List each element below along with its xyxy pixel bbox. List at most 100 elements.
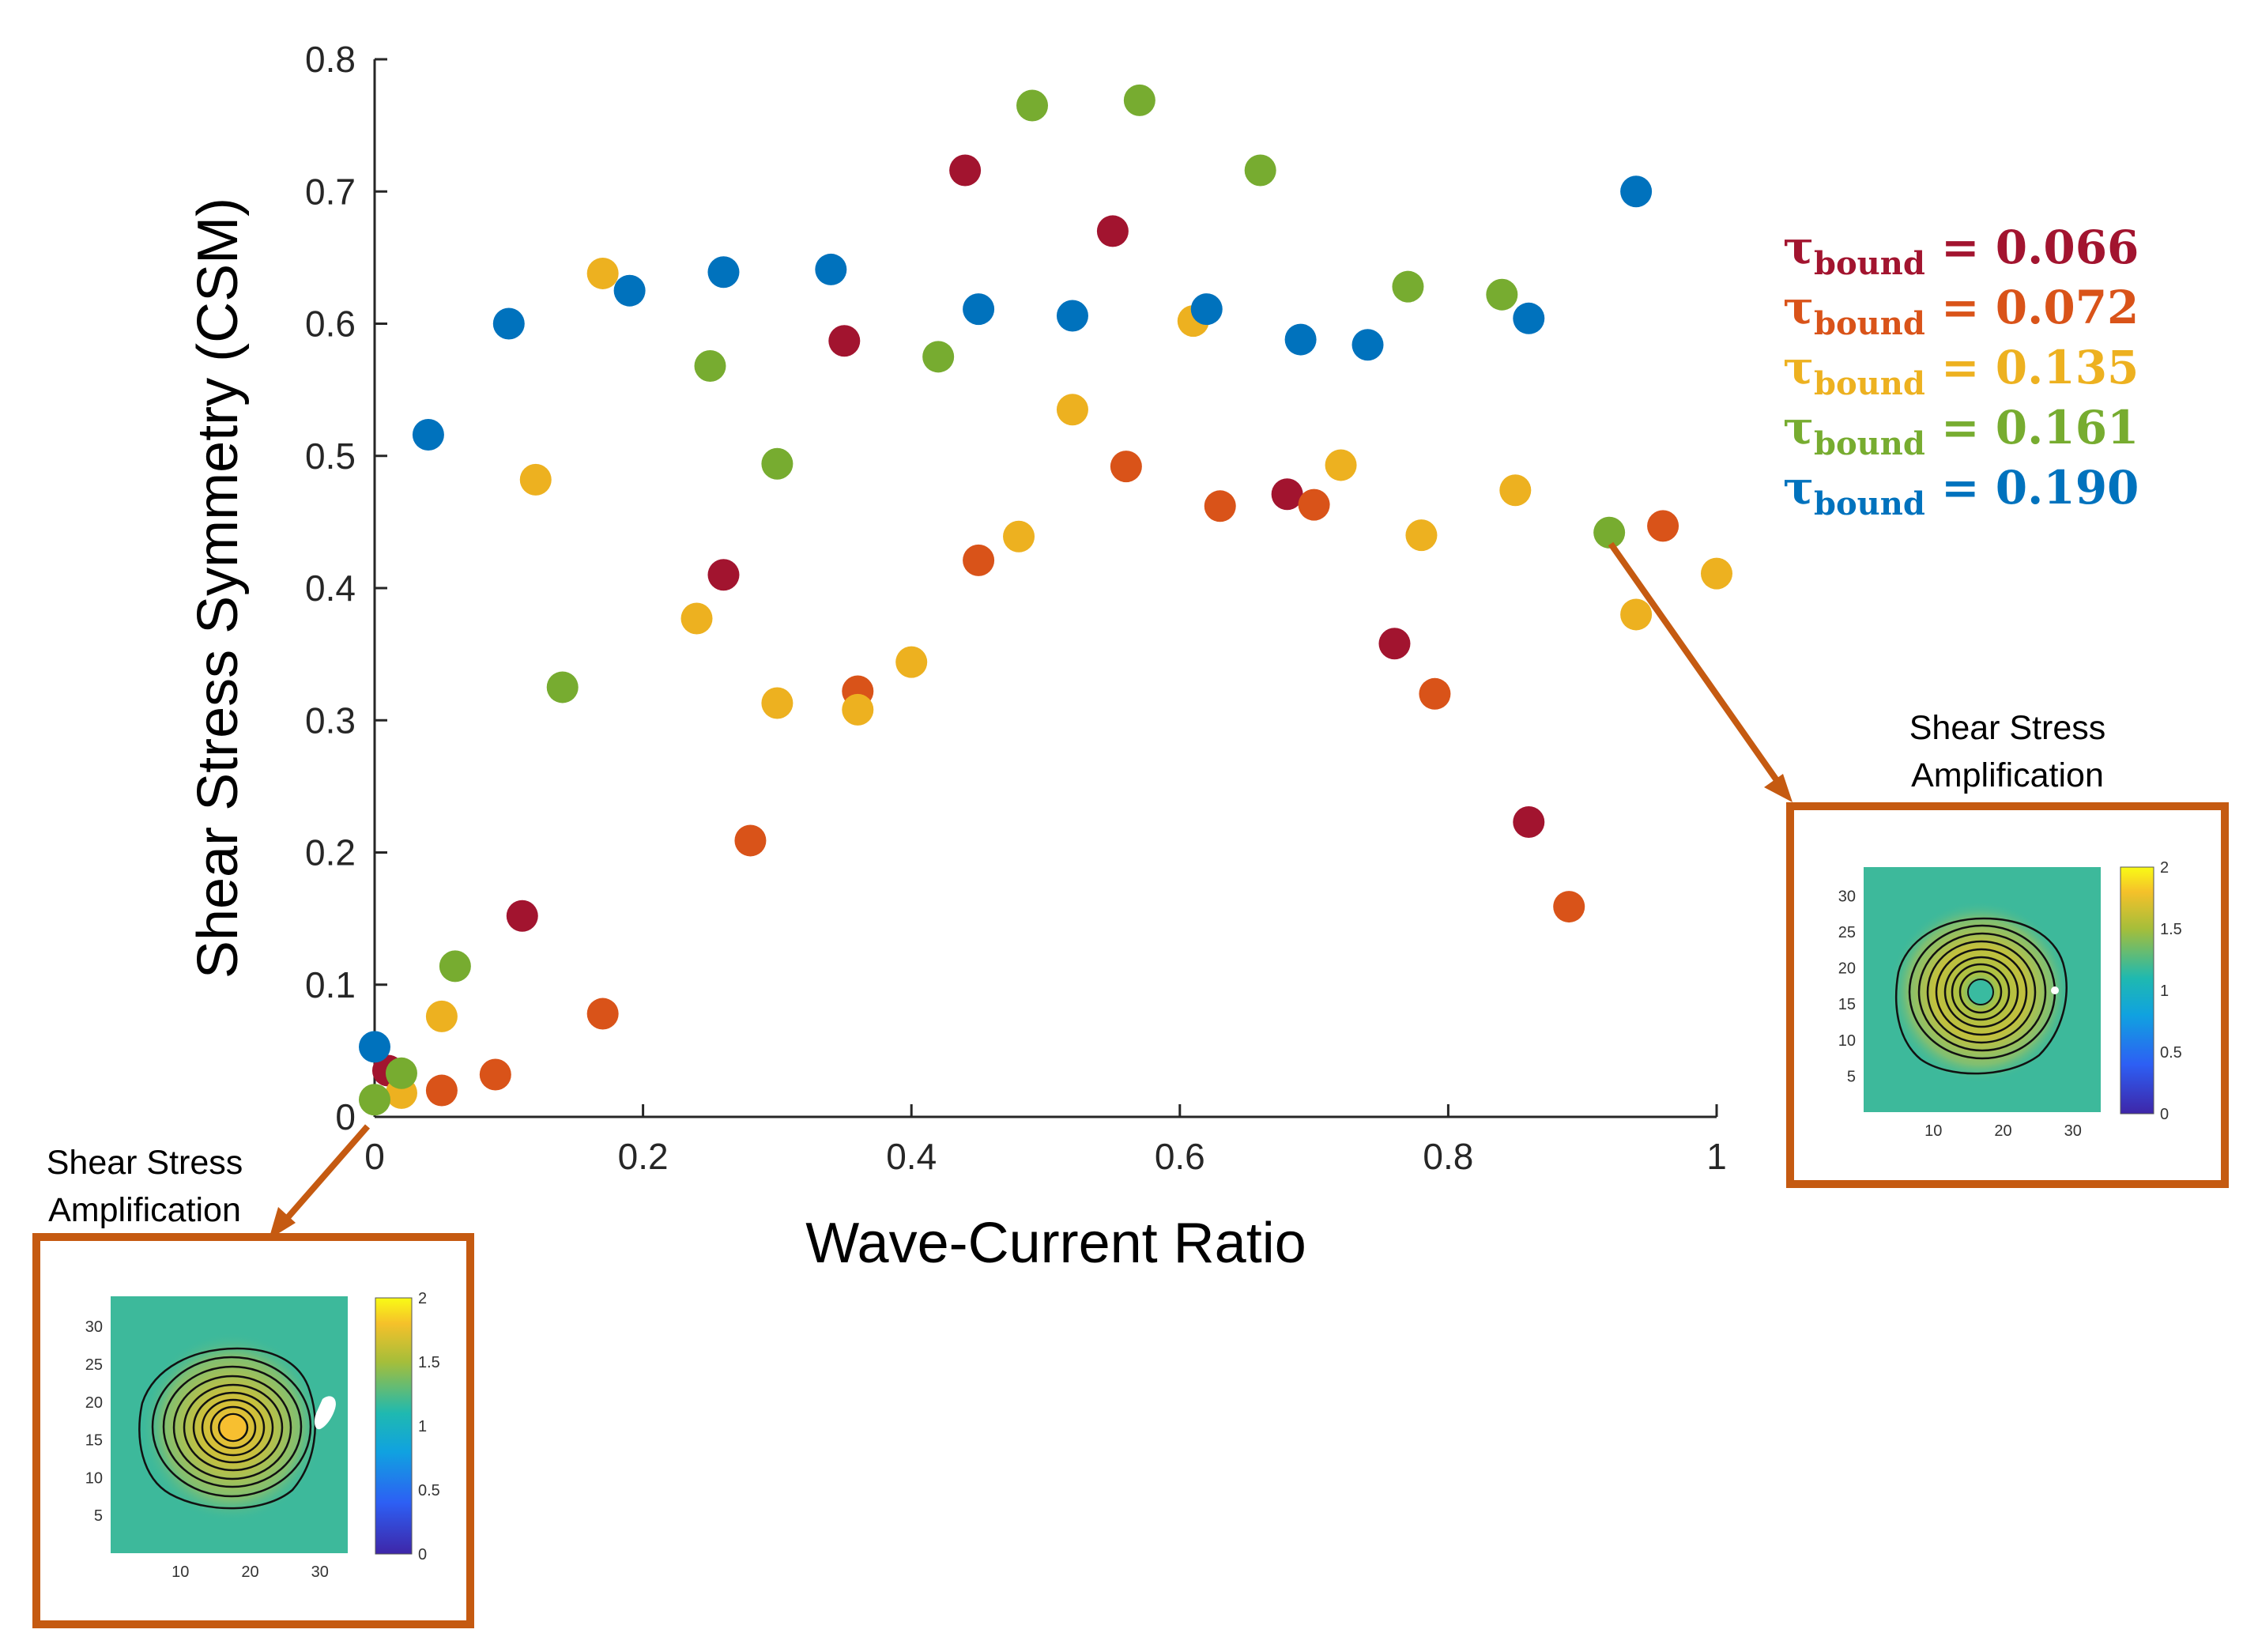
inset-colorbar-tick-label: 0 [2160,1106,2169,1123]
inset-right-label-line1: Shear Stress [1909,709,2106,747]
data-point-series-4 [1486,278,1518,311]
data-point-series-3 [1325,449,1357,481]
inset-left-y-ticks: 30 25 20 15 10 5 [85,1318,103,1525]
inset-left-x-ticks: 10 20 30 [172,1563,329,1581]
data-point-series-2 [1204,490,1236,522]
x-tick-label: 0.6 [1155,1136,1205,1177]
inset-left-white-blob [314,1396,336,1430]
data-point-series-5 [963,293,995,326]
data-point-series-5 [1056,300,1088,332]
inset-x-tick-label: 30 [2064,1122,2082,1140]
x-axis-label: Wave-Current Ratio [805,1212,1306,1275]
data-point-series-2 [1419,677,1451,710]
inset-y-tick-label: 10 [85,1469,103,1487]
data-point-series-2 [479,1058,511,1091]
inset-right-center [1967,979,1994,1005]
data-point-series-3 [842,693,874,726]
data-point-series-5 [492,307,525,340]
inset-right-label-line2: Amplification [1911,756,2104,794]
data-point-series-4 [1244,154,1276,187]
inset-x-tick-label: 10 [1924,1122,1942,1140]
data-point-series-2 [1298,488,1330,521]
x-tick-label: 0.2 [618,1136,669,1177]
data-point-series-3 [1405,519,1438,552]
data-point-series-2 [586,998,619,1030]
data-point-series-4 [1016,89,1049,122]
data-point-series-4 [439,950,471,983]
legend-entry-3: τbound = 0.135 [1783,341,2139,402]
data-point-series-5 [1351,329,1384,361]
data-point-series-4 [922,341,955,373]
data-point-series-4 [1593,516,1626,549]
data-point-series-2 [734,824,767,857]
data-point-series-1 [1096,215,1129,247]
data-point-series-4 [1123,84,1155,116]
inset-y-tick-label: 5 [1847,1068,1856,1085]
arrow-line-left [281,1124,371,1224]
inset-x-tick-label: 30 [311,1563,329,1581]
data-point-series-2 [1553,891,1585,923]
data-point-series-3 [1056,394,1088,426]
data-point-series-5 [359,1031,390,1063]
inset-colorbar-tick-label: 2 [2160,859,2169,877]
data-point-series-3 [1003,520,1035,553]
inset-colorbar-tick-label: 1 [418,1418,427,1435]
inset-colorbar-tick-label: 1.5 [2160,921,2182,938]
data-point-series-3 [1499,474,1532,507]
data-point-series-5 [707,256,740,289]
x-tick-label: 0 [364,1136,385,1177]
y-tick-label: 0.3 [305,700,356,741]
inset-y-tick-label: 15 [1838,996,1856,1013]
y-ticks: 0 0.1 0.2 0.3 0.4 0.5 0.6 0.7 0.8 [305,39,387,1137]
data-point-series-4 [546,671,579,703]
data-point-series-5 [613,274,646,307]
inset-y-tick-label: 20 [1838,960,1856,978]
legend-entry-4: τbound = 0.161 [1783,401,2139,462]
data-point-series-1 [828,325,861,357]
inset-right-white-dot [2051,986,2059,994]
inset-right-colorbar [2120,866,2154,1115]
data-point-series-3 [425,1000,458,1032]
data-point-series-5 [815,253,847,285]
inset-colorbar-tick-label: 1.5 [418,1354,440,1371]
data-point-series-4 [385,1057,417,1089]
y-tick-label: 0.5 [305,436,356,477]
inset-left-center [221,1415,246,1440]
y-tick-label: 0.7 [305,171,356,212]
data-point-series-1 [506,900,538,932]
data-point-series-4 [359,1084,390,1116]
legend-entry-1: τbound = 0.066 [1783,221,2139,282]
x-ticks: 0 0.2 0.4 0.6 0.8 1 [364,1104,1727,1177]
inset-left-label-line2: Amplification [48,1191,241,1229]
data-point-series-1 [707,559,740,591]
inset-right-x-ticks: 10 20 30 [1924,1122,2082,1140]
data-point-series-2 [425,1074,458,1107]
inset-x-tick-label: 10 [172,1563,189,1581]
x-tick-label: 0.4 [886,1136,937,1177]
main-axes [373,59,1717,1118]
inset-left-colorbar [375,1297,413,1555]
data-point-series-2 [1647,510,1679,542]
y-tick-label: 0 [335,1096,356,1137]
data-point-series-3 [680,602,713,635]
data-point-series-4 [694,350,726,383]
data-point-series-4 [1392,270,1424,303]
data-points [359,84,1732,1116]
inset-y-tick-label: 30 [1838,888,1856,905]
inset-y-tick-label: 5 [94,1507,103,1525]
data-point-series-3 [586,257,619,289]
arrow-line-right [1608,541,1781,785]
y-tick-label: 0.6 [305,304,356,345]
data-point-series-1 [1513,806,1545,839]
legend-entry-2: τbound = 0.072 [1783,281,2139,342]
inset-colorbar-tick-label: 1 [2160,983,2169,1000]
inset-y-tick-label: 20 [85,1394,103,1412]
legend-entry-5: τbound = 0.190 [1783,461,2139,522]
data-point-series-3 [519,463,552,496]
inset-y-tick-label: 25 [85,1356,103,1374]
inset-colorbar-tick-label: 0 [418,1546,427,1563]
inset-y-tick-label: 25 [1838,924,1856,941]
